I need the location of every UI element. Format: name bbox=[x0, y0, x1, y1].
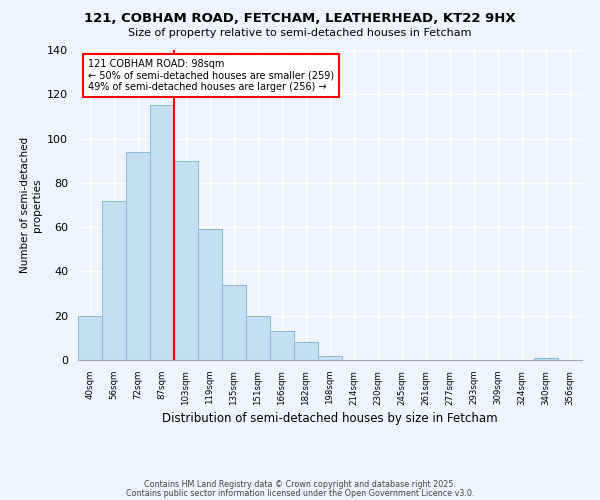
Bar bbox=[534, 358, 558, 360]
Y-axis label: Number of semi-detached
properties: Number of semi-detached properties bbox=[20, 137, 41, 273]
Bar bbox=[198, 230, 222, 360]
Text: 121 COBHAM ROAD: 98sqm
← 50% of semi-detached houses are smaller (259)
49% of se: 121 COBHAM ROAD: 98sqm ← 50% of semi-det… bbox=[88, 60, 334, 92]
X-axis label: Distribution of semi-detached houses by size in Fetcham: Distribution of semi-detached houses by … bbox=[162, 412, 498, 424]
Bar bbox=[222, 284, 246, 360]
Text: Size of property relative to semi-detached houses in Fetcham: Size of property relative to semi-detach… bbox=[128, 28, 472, 38]
Bar bbox=[126, 152, 150, 360]
Bar bbox=[150, 106, 174, 360]
Bar bbox=[318, 356, 342, 360]
Bar bbox=[174, 160, 198, 360]
Bar bbox=[78, 316, 102, 360]
Bar bbox=[294, 342, 318, 360]
Text: Contains public sector information licensed under the Open Government Licence v3: Contains public sector information licen… bbox=[126, 488, 474, 498]
Bar bbox=[246, 316, 270, 360]
Bar bbox=[102, 200, 126, 360]
Text: Contains HM Land Registry data © Crown copyright and database right 2025.: Contains HM Land Registry data © Crown c… bbox=[144, 480, 456, 489]
Text: 121, COBHAM ROAD, FETCHAM, LEATHERHEAD, KT22 9HX: 121, COBHAM ROAD, FETCHAM, LEATHERHEAD, … bbox=[84, 12, 516, 26]
Bar bbox=[270, 331, 294, 360]
